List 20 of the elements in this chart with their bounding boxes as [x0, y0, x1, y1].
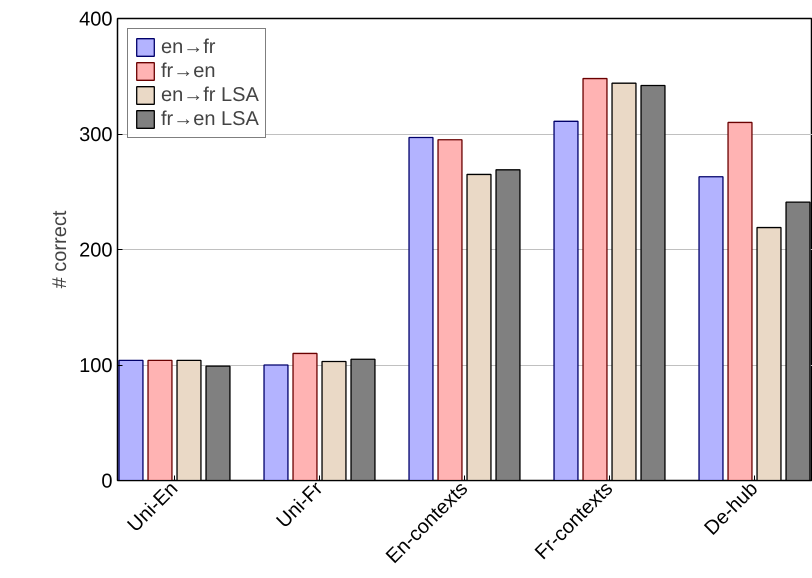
- bar: [727, 122, 753, 480]
- legend-label: en→fr LSA: [161, 83, 259, 107]
- legend-label: fr→en: [161, 59, 216, 83]
- bar: [553, 120, 579, 480]
- y-tick-label: 0: [101, 470, 112, 492]
- y-tick-label: 300: [79, 124, 113, 146]
- y-axis-title: # correct: [49, 210, 72, 288]
- y-tick-label: 400: [79, 8, 113, 30]
- y-tick-label: 200: [79, 240, 113, 262]
- legend-label: en→fr: [161, 35, 216, 59]
- bar: [408, 136, 434, 480]
- bar: [118, 360, 144, 480]
- bar: [437, 139, 463, 480]
- bar: [292, 352, 318, 480]
- legend-label: fr→en LSA: [161, 107, 259, 131]
- bar: [263, 364, 289, 480]
- y-tick-label: 100: [79, 355, 113, 377]
- bar: [582, 78, 608, 480]
- bar: [147, 360, 173, 480]
- bar: [698, 176, 724, 480]
